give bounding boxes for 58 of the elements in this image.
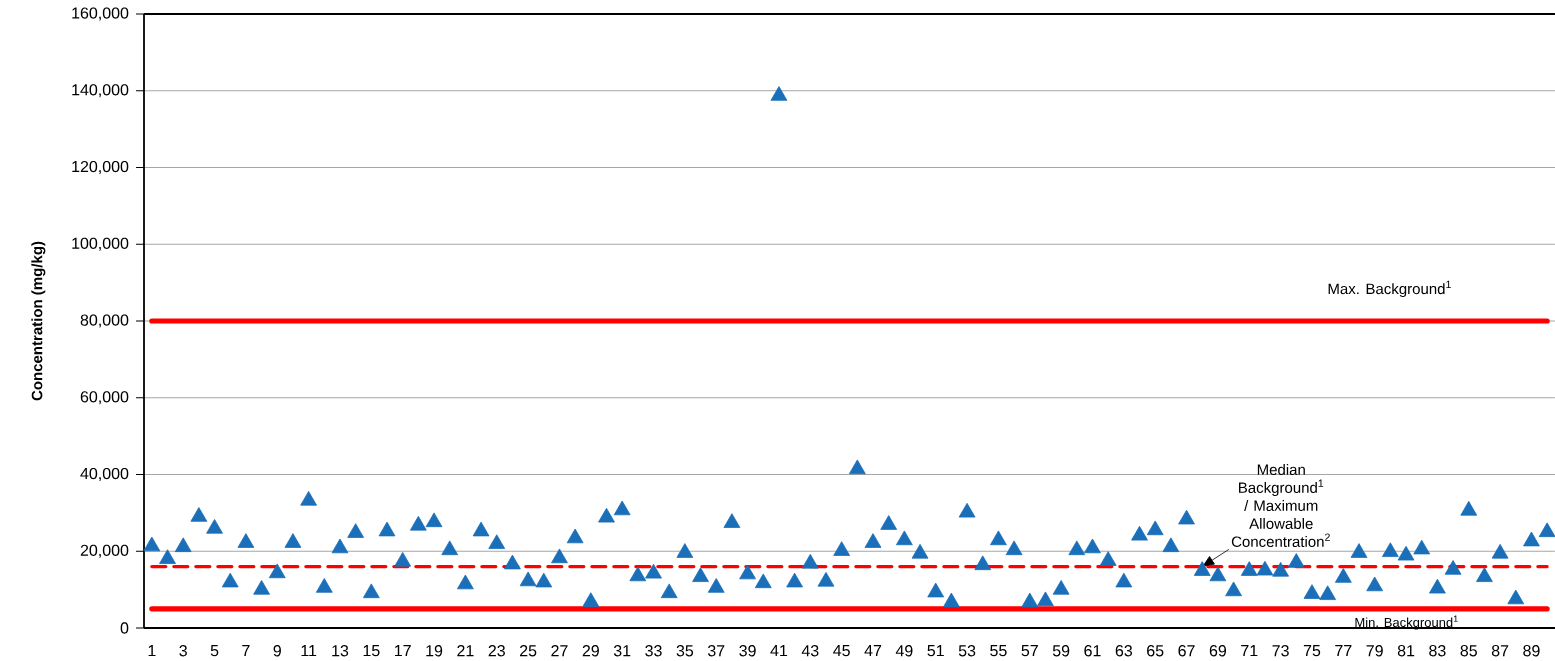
x-tick-label: 89: [1523, 645, 1540, 657]
x-tick-label: 27: [551, 645, 568, 657]
x-tick-label: 3: [179, 645, 187, 657]
x-tick-label: 9: [273, 645, 281, 657]
x-tick-label: 83: [1429, 645, 1446, 657]
x-tick-label: 63: [1115, 645, 1133, 657]
x-tick-label: 19: [426, 645, 443, 657]
x-tick-label: 7: [242, 645, 250, 657]
ref-line-label: Min. Background$^{1}$: [1355, 615, 1458, 630]
x-tick-label: 77: [1335, 645, 1352, 657]
x-tick-label: 39: [739, 645, 756, 657]
x-tick-label: 49: [895, 645, 913, 657]
x-tick-label: 81: [1397, 645, 1415, 657]
x-tick-label: 23: [488, 645, 505, 657]
x-tick-label: 35: [676, 645, 694, 657]
x-tick-label: 69: [1209, 645, 1227, 657]
x-tick-label: 37: [707, 645, 725, 657]
text: Median Background$^{1}$ / Maximum Allowable Concentration$^{2}$: [1231, 464, 1330, 548]
x-tick-label: 47: [864, 645, 882, 657]
x-tick-label: 29: [582, 645, 599, 657]
x-tick-label: 45: [833, 645, 850, 657]
x-tick-label: 43: [801, 645, 819, 657]
x-tick-label: 57: [1021, 645, 1038, 657]
x-tick-label: 51: [927, 645, 944, 657]
x-tick-label: 65: [1147, 645, 1164, 657]
x-tick-label: 53: [958, 645, 976, 657]
x-tick-label: 85: [1460, 645, 1477, 657]
y-tick-label: 120,000: [72, 160, 129, 175]
y-tick-label: 80,000: [80, 314, 129, 328]
x-tick-label: 13: [332, 645, 349, 657]
y-tick-label: 100,000: [72, 237, 129, 251]
x-tick-label: 61: [1084, 645, 1101, 657]
x-tick-label: 25: [520, 645, 537, 657]
x-tick-label: 15: [363, 645, 380, 657]
y-tick-label: 0: [120, 622, 129, 634]
x-tick-label: 11: [301, 645, 317, 657]
x-tick-label: 79: [1366, 645, 1383, 657]
x-tick-label: 17: [395, 645, 411, 657]
x-tick-label: 1: [148, 645, 156, 657]
x-tick-label: 73: [1272, 645, 1289, 657]
x-tick-label: 75: [1303, 645, 1321, 657]
x-tick-label: 67: [1178, 645, 1195, 657]
x-tick-label: 87: [1491, 645, 1509, 657]
x-tick-label: 33: [645, 645, 662, 657]
x-tick-label: 59: [1052, 645, 1070, 657]
y-tick-label: 40,000: [80, 467, 129, 482]
x-tick-label: 31: [613, 645, 631, 657]
x-tick-label: 55: [990, 645, 1007, 657]
ref-line-label: Max. Background$^{1}$: [1328, 280, 1451, 298]
x-tick-label: 71: [1241, 645, 1258, 657]
y-tick-label: 160,000: [72, 7, 129, 21]
x-tick-label: 41: [770, 645, 788, 657]
x-tick-label: 21: [457, 645, 474, 657]
y-tick-label: 140,000: [72, 84, 129, 98]
y-tick-label: 20,000: [80, 544, 129, 558]
x-tick-label: 5: [210, 645, 219, 657]
y-axis-title: Concentration (mg/kg): [31, 241, 46, 401]
y-tick-label: 60,000: [80, 391, 129, 405]
